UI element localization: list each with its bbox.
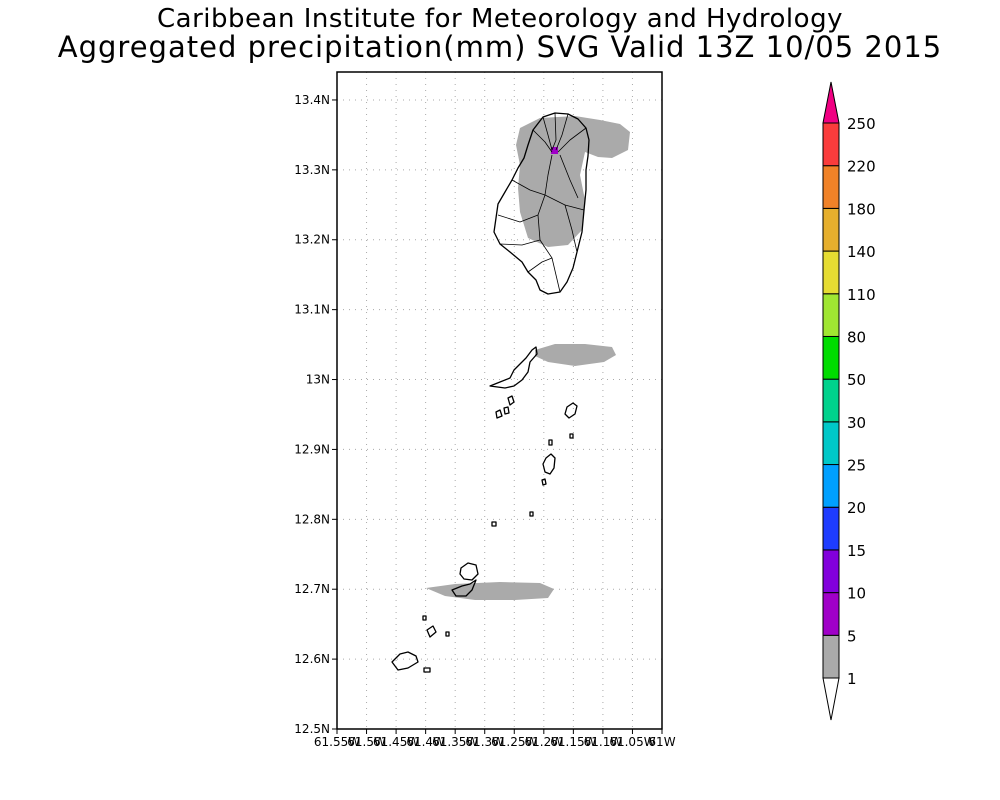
watershed-boundaries xyxy=(497,112,587,293)
colorbar-bins xyxy=(822,122,840,679)
lat-tick-label: 12.9N xyxy=(294,442,330,456)
map-background xyxy=(337,72,662,729)
coast-carriacou xyxy=(451,579,477,597)
lon-tick-label: 61.3W xyxy=(465,735,504,749)
colorbar-label: 20 xyxy=(847,499,866,517)
map-axis-ticks: 13.4N 13.3N 13.2N 13.1N 13N 12.9N 12.8N 12.7N 12… xyxy=(294,93,675,749)
coast-islet-12 xyxy=(423,667,431,673)
coast-islet-6 xyxy=(541,478,547,486)
colorbar-bin xyxy=(822,165,840,209)
lat-tick-label: 13.4N xyxy=(294,93,330,107)
lat-tick-label: 13.1N xyxy=(294,303,330,317)
map-title: Caribbean Institute for Meteorology and … xyxy=(157,4,843,34)
map-subtitle: Aggregated precipitation(mm) SVG Valid 1… xyxy=(57,30,943,64)
map-plot-area: 13.4N 13.3N 13.2N 13.1N 13N 12.9N 12.8N 12.7N 12… xyxy=(294,71,676,749)
lon-tick-label: 61.15W xyxy=(550,735,596,749)
colorbar-over-arrow xyxy=(822,81,840,124)
colorbar-label: 80 xyxy=(847,328,866,346)
colorbar-label: 1 xyxy=(847,670,857,688)
lat-tick-label: 13N xyxy=(306,373,330,387)
coast-st-vincent xyxy=(493,112,590,295)
colorbar-label: 5 xyxy=(847,627,857,645)
lon-tick-label: 61.1W xyxy=(584,735,623,749)
lon-tick-label: 61.4W xyxy=(406,735,445,749)
colorbar-bin xyxy=(822,549,840,594)
colorbar-label: 15 xyxy=(847,542,866,560)
colorbar-bin xyxy=(822,378,840,423)
coast-bequia xyxy=(489,346,538,389)
colorbar-bin xyxy=(822,335,840,380)
coast-islet-10 xyxy=(426,625,437,638)
colorbar-bin xyxy=(822,207,840,252)
lon-tick-label: 61W xyxy=(648,735,675,749)
colorbar-label: 30 xyxy=(847,414,866,432)
coast-grenada-north xyxy=(391,651,419,671)
lat-tick-label: 13.3N xyxy=(294,163,330,177)
colorbar-bin xyxy=(822,506,840,551)
coastlines xyxy=(391,112,590,673)
colorbar-label: 10 xyxy=(847,585,866,603)
coast-union-island xyxy=(459,562,479,581)
coast-islet-2 xyxy=(495,409,503,419)
coast-islet-4 xyxy=(569,433,574,439)
lat-tick-label: 12.5N xyxy=(294,722,330,736)
colorbar-bin xyxy=(822,122,840,167)
colorbar-label: 250 xyxy=(847,115,876,133)
coast-islet-3 xyxy=(503,406,510,415)
map-frame xyxy=(336,71,663,730)
lon-tick-label: 61.05W xyxy=(609,735,655,749)
coast-islet-11 xyxy=(445,631,450,637)
coast-canouan xyxy=(542,453,556,475)
lon-tick-label: 61.55W xyxy=(314,735,360,749)
coast-islet-5 xyxy=(548,439,553,446)
coast-islet-8 xyxy=(491,521,497,527)
colorbar-bin xyxy=(822,250,840,295)
coast-islet-9 xyxy=(422,615,427,621)
colorbar-bin xyxy=(822,592,840,636)
coast-islet-1 xyxy=(507,395,515,406)
colorbar-label: 50 xyxy=(847,371,866,389)
colorbar-label: 180 xyxy=(847,200,876,218)
lon-tick-label: 61.2W xyxy=(525,735,564,749)
colorbar-bin xyxy=(822,634,840,679)
precip-area-bequia xyxy=(535,344,616,366)
coast-islet-7 xyxy=(529,511,534,517)
colorbar-under-arrow xyxy=(822,677,840,721)
colorbar-label: 25 xyxy=(847,457,866,475)
lon-tick-label: 61.5W xyxy=(347,735,386,749)
lon-tick-label: 61.25W xyxy=(491,735,537,749)
precip-area-north-stvincent xyxy=(516,116,630,247)
colorbar-label: 110 xyxy=(847,286,876,304)
lat-tick-label: 13.2N xyxy=(294,233,330,247)
precip-cell-5-10mm xyxy=(551,147,558,154)
lat-tick-label: 12.7N xyxy=(294,582,330,596)
colorbar-label: 140 xyxy=(847,243,876,261)
colorbar-bin xyxy=(822,464,840,508)
colorbar-label: 220 xyxy=(847,158,876,176)
lat-tick-label: 12.6N xyxy=(294,652,330,666)
lat-tick-label: 12.8N xyxy=(294,512,330,526)
coast-mustique xyxy=(564,402,578,419)
colorbar-bin xyxy=(822,421,840,466)
lon-tick-label: 61.45W xyxy=(373,735,419,749)
lon-tick-label: 61.35W xyxy=(432,735,478,749)
colorbar-bin xyxy=(822,293,840,337)
